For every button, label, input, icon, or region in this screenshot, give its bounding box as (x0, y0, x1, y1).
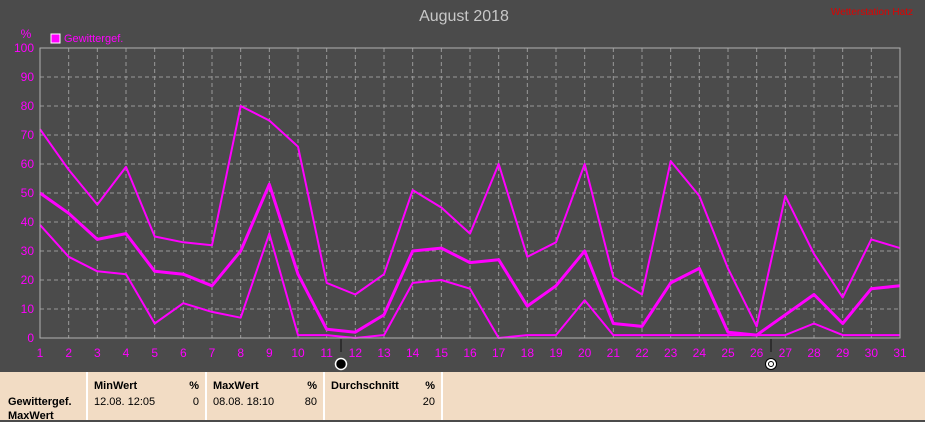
series-line (39, 105, 901, 328)
x-tick-label: 24 (693, 346, 707, 360)
x-tick-label: 16 (463, 346, 477, 360)
y-tick-label: 100 (14, 41, 34, 55)
y-tick-label: 30 (21, 244, 35, 258)
x-tick-label: 26 (750, 346, 764, 360)
x-tick-label: 23 (664, 346, 678, 360)
y-tick-label: 80 (21, 99, 35, 113)
y-tick-label: 0 (27, 331, 34, 345)
x-axis-ticks: 1 2 3 4 5 6 7 8 9 10 11 12 13 14 15 16 17 18 19 20 21 22 23 24 2… (37, 346, 907, 360)
x-tick-label: 14 (406, 346, 420, 360)
avg-value: 20 (422, 396, 435, 408)
station-watermark: Wetterstation Hatz (831, 7, 913, 18)
min-time: 12.08. 12:05 (94, 396, 156, 408)
x-tick-label: 6 (180, 346, 187, 360)
new-moon-icon (334, 357, 348, 371)
y-tick-label: 60 (21, 157, 35, 171)
x-tick-label: 15 (435, 346, 449, 360)
max-time: 08.08. 18:10 (213, 396, 275, 408)
y-tick-label: 40 (21, 215, 35, 229)
x-tick-label: 20 (578, 346, 592, 360)
x-tick-label: 30 (865, 346, 879, 360)
avg-cell: Durchschnitt % 20 (325, 372, 441, 420)
legend-swatch (50, 33, 61, 44)
x-tick-label: 1 (37, 346, 44, 360)
x-tick-label: 22 (635, 346, 649, 360)
min-cell: MinWert % 12.08. 12:05 0 (88, 372, 205, 420)
legend: Gewittergef. (50, 33, 123, 45)
x-tick-label: 8 (237, 346, 244, 360)
max-cell: MaxWert % 08.08. 18:10 80 (207, 372, 323, 420)
x-tick-label: 27 (779, 346, 793, 360)
divider (323, 372, 325, 420)
x-tick-label: 10 (291, 346, 305, 360)
y-tick-label: 50 (21, 186, 35, 200)
min-unit: % (189, 380, 199, 392)
x-tick-label: 31 (893, 346, 907, 360)
y-tick-label: 70 (21, 128, 35, 142)
x-tick-label: 29 (836, 346, 850, 360)
series-line (39, 224, 900, 339)
y-tick-label: 90 (21, 70, 35, 84)
x-tick-label: 17 (492, 346, 506, 360)
grid (40, 48, 900, 338)
statistics-panel: Gewittergef. MaxWert MinWert % 12.08. 12… (0, 372, 925, 422)
divider (86, 372, 88, 420)
plot-area (39, 47, 901, 339)
max-value: 80 (304, 396, 317, 408)
x-tick-label: 7 (209, 346, 216, 360)
full-moon-icon (765, 358, 777, 370)
x-tick-label: 3 (94, 346, 101, 360)
x-tick-label: 19 (549, 346, 563, 360)
x-tick-label: 2 (65, 346, 72, 360)
x-tick-label: 4 (123, 346, 130, 360)
chart-title: August 2018 (419, 8, 509, 25)
x-tick-label: 25 (721, 346, 735, 360)
x-tick-label: 13 (377, 346, 391, 360)
min-value: 0 (192, 396, 199, 408)
x-tick-label: 12 (349, 346, 363, 360)
max-unit: % (307, 380, 317, 392)
y-axis-ticks: 0 10 20 30 40 50 60 70 80 90 100 (14, 41, 34, 345)
x-tick-label: 18 (521, 346, 535, 360)
chart: August 2018 Wetterstation Hatz % Gewitte… (14, 7, 913, 371)
moon-markers (334, 339, 777, 371)
y-tick-label: 20 (21, 273, 35, 287)
row-label: Gewittergef. (8, 396, 72, 408)
avg-header: Durchschnitt (331, 380, 399, 392)
divider (441, 372, 443, 420)
series-lines (39, 105, 901, 339)
divider (205, 372, 207, 420)
avg-unit: % (425, 380, 435, 392)
x-tick-label: 21 (607, 346, 621, 360)
y-tick-label: 10 (21, 302, 35, 316)
x-tick-label: 28 (807, 346, 821, 360)
x-tick-label: 9 (266, 346, 273, 360)
max-header: MaxWert (213, 380, 259, 392)
row-label-sub: MaxWert (8, 410, 54, 422)
y-axis-unit: % (21, 27, 32, 41)
row-label-cell: Gewittergef. MaxWert (8, 372, 86, 422)
x-tick-label: 5 (151, 346, 158, 360)
x-tick-label: 11 (320, 346, 333, 360)
legend-label: Gewittergef. (64, 33, 123, 45)
min-header: MinWert (94, 380, 138, 392)
